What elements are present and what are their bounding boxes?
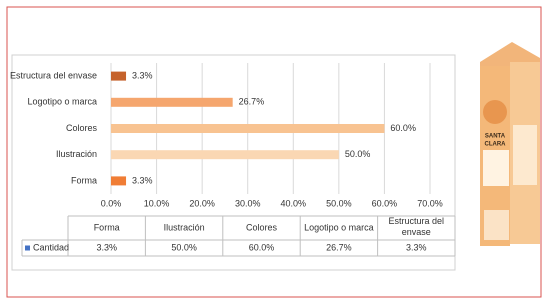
bar (111, 150, 339, 159)
y-tick-label: Logotipo o marca (27, 97, 97, 107)
y-tick-label: Ilustración (56, 149, 97, 159)
x-tick-label: 40.0% (281, 198, 307, 208)
table-cell: 3.3% (96, 242, 117, 252)
carton-panel (513, 125, 537, 185)
y-tick-label: Estructura del envase (10, 70, 97, 80)
product-image: SANTA CLARA (480, 42, 540, 246)
carton-panel (483, 150, 509, 186)
table-header: Ilustración (164, 222, 205, 232)
table-header: Forma (94, 222, 120, 232)
x-tick-label: 50.0% (326, 198, 352, 208)
carton-panel (484, 210, 509, 240)
legend-swatch (25, 246, 30, 251)
data-label: 50.0% (345, 149, 371, 159)
table-header: Logotipo o marca (304, 222, 374, 232)
slide: 0.0% 10.0% 20.0% 30.0% 40.0% 50.0% 60.0% 70.0% F… (0, 0, 548, 303)
bar (111, 176, 126, 185)
x-tick-label: 20.0% (189, 198, 215, 208)
data-label: 60.0% (390, 123, 416, 133)
y-tick-label: Colores (66, 123, 98, 133)
data-label: 3.3% (132, 70, 153, 80)
brand-text: SANTA (485, 134, 506, 140)
bar (111, 98, 233, 107)
brand-text: CLARA (485, 142, 507, 148)
table-cell: 26.7% (326, 242, 352, 252)
bar (111, 124, 384, 133)
y-tick-label: Forma (71, 175, 97, 185)
x-tick-label: 70.0% (417, 198, 443, 208)
x-tick-label: 10.0% (144, 198, 170, 208)
data-label: 3.3% (132, 175, 153, 185)
table-cell: 3.3% (406, 242, 427, 252)
table-cell: 60.0% (249, 242, 275, 252)
table-header: Colores (246, 222, 278, 232)
bar (111, 72, 126, 81)
data-label: 26.7% (239, 97, 265, 107)
chart-frame (12, 55, 455, 270)
table-cell: 50.0% (171, 242, 197, 252)
x-tick-label: 0.0% (101, 198, 122, 208)
x-tick-label: 60.0% (372, 198, 398, 208)
carton-ornament (483, 100, 507, 124)
x-tick-label: 30.0% (235, 198, 261, 208)
legend-label: Cantidad (33, 242, 69, 252)
